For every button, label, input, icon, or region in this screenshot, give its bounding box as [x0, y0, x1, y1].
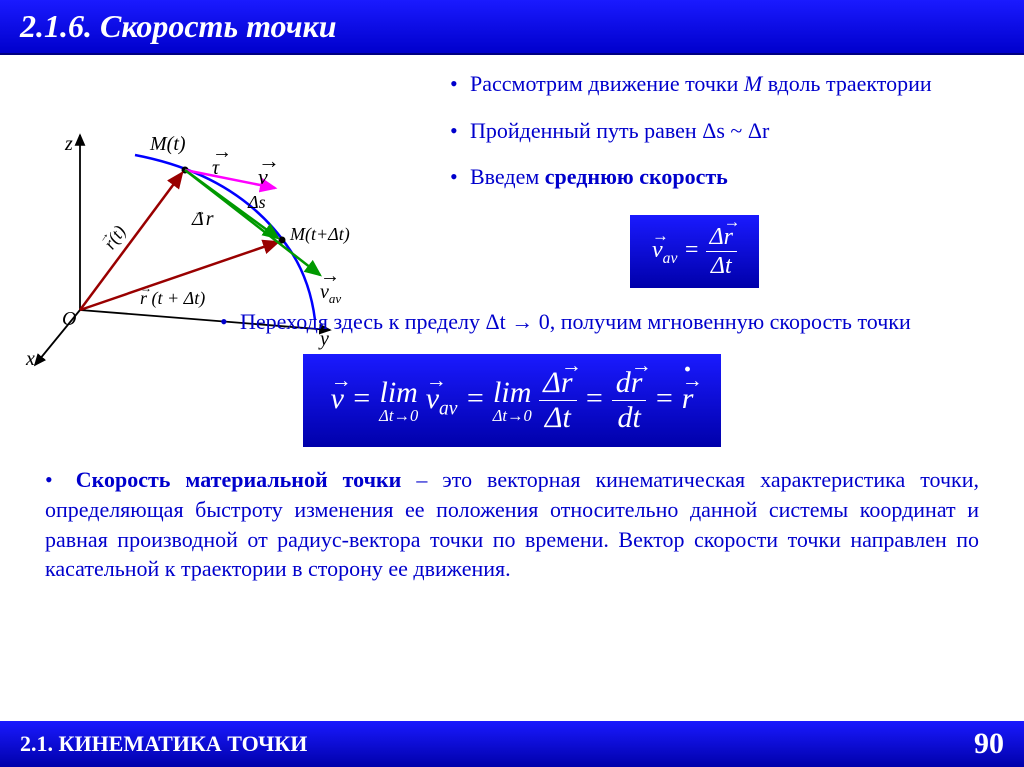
slide-title: 2.1.6. Скорость точки — [0, 0, 1024, 55]
bullet-avg-velocity: Введем среднюю скорость — [450, 163, 994, 192]
formula-avg-velocity: vav = ΔrΔt — [630, 215, 759, 288]
svg-text:→v: →v — [258, 148, 280, 189]
equals: = — [677, 237, 705, 263]
v-vector: v — [652, 237, 663, 264]
term: Скорость материальной точки — [76, 467, 402, 492]
r-dot: r — [682, 382, 694, 416]
page-number: 90 — [974, 727, 1004, 761]
footer-section: 2.1. КИНЕМАТИКА ТОЧКИ — [20, 731, 307, 757]
fraction: ΔrΔt — [706, 225, 737, 278]
text: Введем — [470, 164, 545, 189]
svg-text:Δ→r: Δ→r — [191, 204, 214, 230]
bullet-limit: Переходя здесь к пределу Δt → 0, получим… — [220, 308, 994, 337]
eq4: = — [646, 382, 681, 415]
text: вдоль траектории — [762, 71, 931, 96]
svg-text:→vav: →vav — [320, 265, 341, 306]
slide-footer: 2.1. КИНЕМАТИКА ТОЧКИ 90 — [0, 721, 1024, 767]
v-vec: v — [331, 382, 344, 416]
sub-av: av — [663, 250, 678, 267]
svg-text:M(t+Δt): M(t+Δt) — [289, 224, 350, 245]
right-bullets: Рассмотрим движение точки M вдоль траект… — [450, 65, 994, 288]
svg-text:x: x — [25, 348, 35, 370]
eq2: = — [457, 382, 492, 415]
content-area: z y x O M(t) M(t+Δt) →τ →v Δs Δ→r →r (t … — [0, 55, 1024, 594]
vav-vec: v — [426, 382, 439, 416]
svg-text:→r (t + Δt): →r (t + Δt) — [140, 281, 205, 309]
sub-av: av — [439, 399, 457, 420]
bullet-trajectory: Рассмотрим движение точки M вдоль траект… — [450, 70, 994, 99]
velocity-definition: Скорость материальной точки – это вектор… — [30, 465, 994, 584]
bullet-path: Пройденный путь равен Δs ~ Δr — [450, 117, 994, 146]
frac-dr-dt2: drdt — [612, 368, 647, 433]
svg-text:→τ: →τ — [212, 141, 232, 179]
eq3: = — [577, 382, 612, 415]
lim1: limΔt→0 — [379, 378, 418, 425]
svg-text:Δs: Δs — [247, 192, 266, 212]
lim2: limΔt→0 — [493, 378, 532, 425]
text: Рассмотрим движение точки — [470, 71, 744, 96]
svg-text:M(t): M(t) — [149, 133, 186, 155]
svg-text:z: z — [64, 133, 73, 155]
bold-text: среднюю скорость — [545, 164, 728, 189]
point-M: M — [744, 71, 762, 96]
svg-text:O: O — [62, 308, 76, 330]
frac-dr-dt1: ΔrΔt — [539, 368, 576, 433]
